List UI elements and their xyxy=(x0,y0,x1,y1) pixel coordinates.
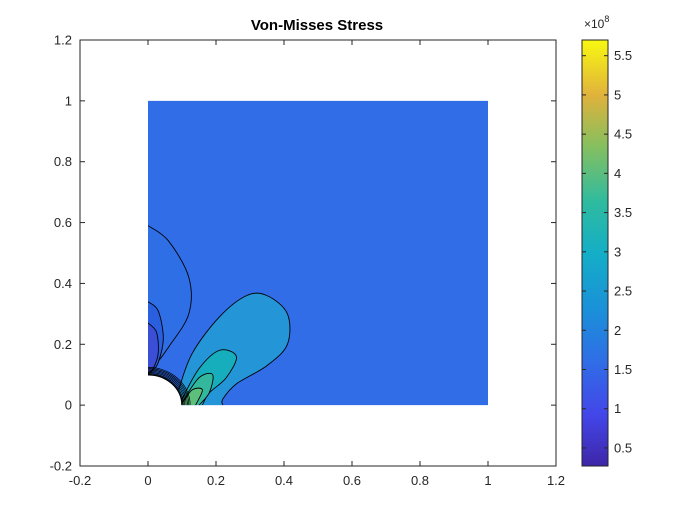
colorbar-tick-label: 3 xyxy=(614,244,621,259)
contour-ring xyxy=(148,371,186,406)
colorbar-tick-label: 0.5 xyxy=(614,440,632,455)
contour-line-right-lobe-outer xyxy=(178,292,291,406)
contour-fill-right-lobe-mid xyxy=(148,349,237,406)
y-tick-label: 0 xyxy=(65,398,72,413)
colorbar-tick-label: 1 xyxy=(614,401,621,416)
contour-ring xyxy=(148,367,191,406)
hole-boundary xyxy=(147,373,183,406)
contour-ring xyxy=(148,373,184,406)
colorbar-gradient xyxy=(581,39,609,467)
y-axis: -0.2 0 0.2 0.4 0.6 0.8 1 1.2 xyxy=(50,33,556,474)
y-tick-label: 0.8 xyxy=(54,154,72,169)
contour-fill-right-lobe-outer xyxy=(148,293,290,406)
colorbar-multiplier-base: ×10 xyxy=(584,17,605,31)
colorbar-tick-label: 2.5 xyxy=(614,284,632,299)
x-tick-label: 0.6 xyxy=(343,473,361,488)
x-tick-label: 0 xyxy=(144,473,151,488)
y-tick-label: 0.4 xyxy=(54,276,72,291)
plot-area: -0.2 0 0.2 0.4 0.6 0.8 1 1.2 -0.2 0 0.2 0.4 0.6 0.8 1… xyxy=(50,33,565,489)
x-tick-label: 0.8 xyxy=(411,473,429,488)
colorbar: 0.5 1 1.5 2 2.5 3 3.5 4 4.5 5 5.5 ×108 xyxy=(581,14,632,467)
y-tick-label: 1 xyxy=(65,93,72,108)
contour-fill-upper-lobe-core xyxy=(148,322,159,406)
contour-ring xyxy=(148,368,190,406)
colorbar-tick-label: 2 xyxy=(614,323,621,338)
x-tick-label: 1 xyxy=(484,473,491,488)
x-tick-label: 1.2 xyxy=(547,473,565,488)
contour-line-right-lobe-inner xyxy=(181,372,214,406)
chart-title: Von-Misses Stress xyxy=(251,17,383,34)
colorbar-tick-label: 4.5 xyxy=(614,127,632,142)
contour-ring xyxy=(148,369,188,406)
colorbar-tick-label: 5 xyxy=(614,87,621,102)
colorbar-multiplier: ×108 xyxy=(584,14,609,31)
colorbar-tick-label: 3.5 xyxy=(614,205,632,220)
colorbar-ticks: 0.5 1 1.5 2 2.5 3 3.5 4 4.5 5 5.5 xyxy=(582,48,632,455)
y-tick-label: 0.6 xyxy=(54,215,72,230)
colorbar-multiplier-exp: 8 xyxy=(604,14,609,24)
contour-layer xyxy=(148,225,291,406)
contour-ring xyxy=(148,370,187,406)
x-tick-label: 0.4 xyxy=(275,473,293,488)
colorbar-tick-label: 5.5 xyxy=(614,48,632,63)
x-axis: -0.2 0 0.2 0.4 0.6 0.8 1 1.2 xyxy=(69,40,565,488)
y-tick-label: -0.2 xyxy=(50,459,72,474)
x-tick-label: -0.2 xyxy=(69,473,91,488)
x-tick-label: 0.2 xyxy=(207,473,225,488)
colorbar-tick-label: 4 xyxy=(614,166,621,181)
y-tick-label: 1.2 xyxy=(54,33,72,48)
y-tick-label: 0.2 xyxy=(54,337,72,352)
colorbar-tick-label: 1.5 xyxy=(614,362,632,377)
